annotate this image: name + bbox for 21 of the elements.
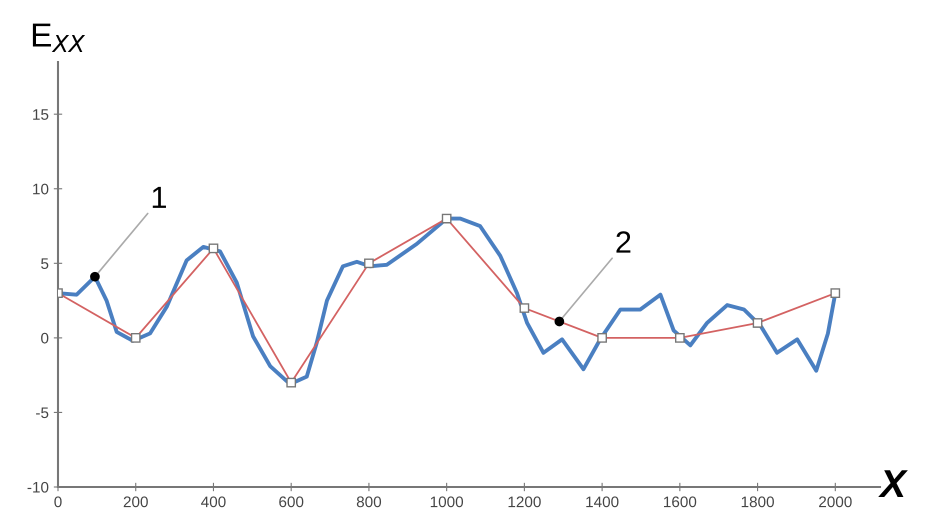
x-tick-label: 1600 (664, 496, 696, 508)
x-tick-label: 1800 (742, 496, 774, 508)
annotation: 1 (152, 186, 166, 208)
x-tick-label: 1200 (508, 496, 541, 508)
x-tick-label: 2000 (819, 496, 852, 508)
x-axis-title: X (878, 470, 908, 498)
y-axis-title: E$_{XX}$ (32, 24, 86, 52)
x-tick-label: 800 (356, 496, 382, 508)
y-tick-label: 5 (41, 258, 48, 269)
x-tick-label: 600 (279, 496, 304, 508)
y-tick-label: -10 (28, 482, 48, 493)
y-tick-label: 15 (33, 109, 48, 120)
annotation: 2 (616, 231, 630, 253)
x-tick-label: 1000 (430, 496, 464, 508)
x-tick-label: 400 (201, 496, 226, 508)
x-tick-label: 200 (124, 496, 148, 508)
y-tick-label: -5 (36, 407, 48, 418)
x-tick-label: 1400 (586, 496, 619, 508)
y-tick-label: 0 (41, 332, 48, 344)
x-tick-label: 0 (54, 496, 62, 508)
y-tick-label: 10 (33, 184, 48, 194)
